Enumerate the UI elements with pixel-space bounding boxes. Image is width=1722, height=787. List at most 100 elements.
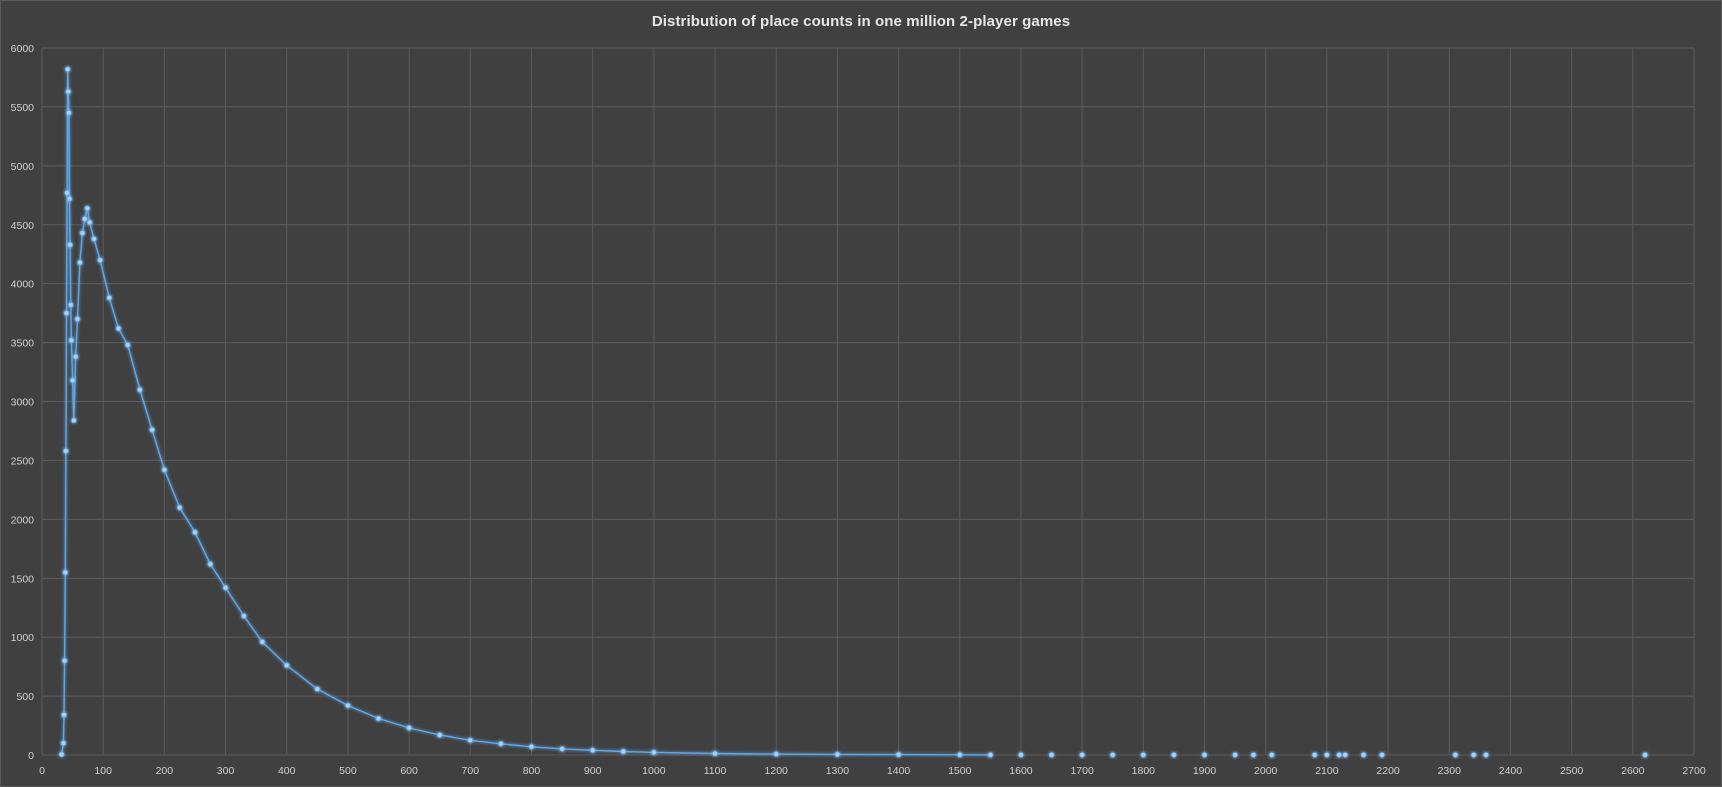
x-tick-label: 1100 (704, 765, 727, 777)
data-point (79, 230, 86, 236)
data-point (1342, 752, 1348, 758)
data-point (1324, 752, 1330, 758)
data-point (241, 613, 247, 619)
data-point (63, 448, 69, 454)
data-point (149, 426, 155, 433)
data-point (1470, 752, 1477, 758)
x-tick-label: 800 (523, 765, 541, 777)
data-point (1269, 752, 1275, 758)
series-points (58, 66, 1648, 758)
data-point (1140, 752, 1147, 758)
data-point (86, 219, 93, 226)
data-point (259, 639, 266, 645)
x-tick-label: 900 (584, 765, 602, 777)
x-tick-label: 600 (400, 765, 418, 777)
data-point (1452, 752, 1459, 758)
data-point (1232, 752, 1238, 758)
y-tick-label: 500 (16, 691, 34, 703)
data-point (58, 751, 65, 758)
data-point (1048, 752, 1055, 758)
y-tick-label: 3500 (11, 338, 35, 350)
data-point (207, 561, 214, 567)
y-tick-label: 1000 (11, 632, 35, 644)
data-point (62, 569, 69, 576)
x-tick-label: 2300 (1438, 765, 1462, 777)
data-point (161, 466, 168, 473)
y-tick-label: 3000 (11, 397, 35, 409)
data-point (66, 196, 73, 202)
data-point (106, 294, 113, 301)
data-point (1360, 752, 1367, 758)
data-point (124, 342, 131, 348)
data-point (1250, 752, 1257, 758)
data-point (68, 337, 75, 344)
x-tick-label: 1300 (826, 765, 850, 777)
x-tick-label: 0 (39, 765, 45, 777)
y-tick-label: 2500 (11, 455, 35, 467)
y-tick-label: 0 (28, 750, 34, 762)
series-line (60, 69, 991, 756)
data-point (222, 584, 229, 591)
x-tick-label: 100 (94, 765, 112, 777)
y-tick-label: 4000 (11, 279, 35, 291)
x-tick-label: 1800 (1132, 765, 1156, 777)
y-tick-label: 5500 (11, 102, 35, 114)
data-point (498, 740, 504, 747)
data-point (67, 242, 73, 248)
data-point (68, 302, 74, 308)
y-tick-label: 5000 (11, 161, 35, 173)
data-point (1379, 752, 1385, 758)
data-point (620, 748, 627, 755)
data-point (64, 66, 71, 72)
x-tick-label: 1700 (1070, 765, 1094, 777)
data-point (64, 190, 70, 196)
data-point (406, 725, 412, 731)
grid-lines (41, 47, 1695, 756)
data-point (589, 747, 596, 754)
data-point (559, 746, 565, 752)
data-point (467, 737, 474, 744)
y-tick-label: 4500 (11, 220, 35, 232)
data-point (651, 749, 657, 756)
y-tick-label: 2000 (11, 514, 35, 526)
x-tick-label: 2200 (1376, 765, 1400, 777)
data-point (834, 751, 841, 758)
x-tick-label: 400 (278, 765, 296, 777)
x-tick-label: 300 (217, 765, 235, 777)
data-point (345, 702, 351, 709)
x-tick-label: 2000 (1254, 765, 1278, 777)
x-tick-label: 1900 (1193, 765, 1217, 777)
data-point (176, 504, 183, 511)
data-point (60, 740, 67, 746)
chart-title: Distribution of place counts in one mill… (651, 13, 1071, 30)
y-axis-ticks: 0 500 1000 1500 2000 2500 3000 3500 4000 4500 5000… (11, 43, 35, 762)
x-tick-label: 2400 (1499, 765, 1523, 777)
data-point (71, 417, 77, 424)
data-point (1109, 752, 1116, 758)
data-point (895, 751, 902, 758)
data-point (1483, 752, 1489, 758)
data-point (1018, 752, 1024, 758)
data-point (528, 743, 535, 750)
data-point (375, 715, 382, 722)
data-point (91, 236, 97, 242)
x-tick-label: 700 (462, 765, 480, 777)
data-point (712, 750, 718, 757)
data-point (72, 353, 79, 360)
data-point (115, 325, 122, 332)
x-tick-label: 2600 (1621, 765, 1645, 777)
x-tick-label: 1500 (948, 765, 972, 777)
data-point (61, 712, 67, 718)
y-tick-label: 1500 (11, 573, 35, 585)
data-point (1079, 752, 1085, 758)
data-point (1642, 752, 1648, 758)
x-axis-ticks: 0 100 200 300 400 500 600 700 800 900 1000 1100 1200… (39, 765, 1706, 777)
x-tick-label: 2100 (1315, 765, 1339, 777)
data-point (1311, 752, 1318, 758)
data-point (1201, 752, 1208, 758)
data-point (987, 752, 994, 758)
data-point (84, 205, 91, 212)
data-point (192, 529, 198, 536)
data-point (436, 732, 443, 738)
x-tick-label: 1000 (642, 765, 666, 777)
